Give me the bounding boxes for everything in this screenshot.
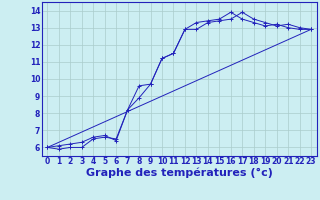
X-axis label: Graphe des températures (°c): Graphe des températures (°c)	[86, 168, 273, 178]
